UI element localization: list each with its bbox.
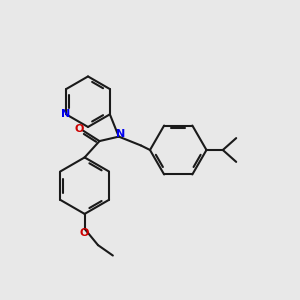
Text: N: N (116, 129, 125, 139)
Text: O: O (80, 228, 89, 238)
Text: O: O (75, 124, 84, 134)
Text: N: N (61, 109, 71, 119)
